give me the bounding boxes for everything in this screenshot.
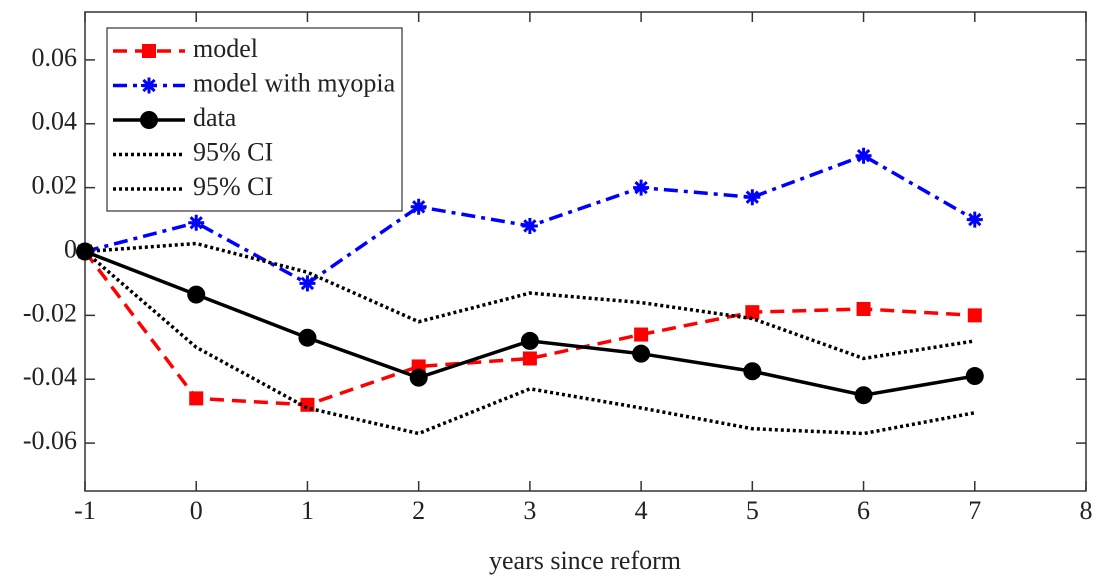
marker [966, 211, 983, 228]
x-tick-label: 6 [857, 496, 870, 525]
y-tick-label: 0 [64, 234, 77, 263]
x-tick-label: 0 [190, 496, 203, 525]
marker [855, 147, 872, 164]
series-line [84, 249, 976, 397]
x-tick-label: 7 [968, 496, 981, 525]
marker [745, 305, 760, 320]
marker [967, 308, 982, 323]
x-tick-label: 4 [635, 496, 648, 525]
marker [965, 367, 984, 386]
x-axis-label: years since reform [489, 546, 681, 575]
marker [140, 111, 158, 129]
marker [744, 189, 761, 206]
y-tick-label: 0.04 [32, 107, 78, 136]
marker [634, 327, 649, 342]
x-tick-label: 2 [412, 496, 425, 525]
x-tick-label: 8 [1080, 496, 1093, 525]
marker [743, 362, 762, 381]
legend-label: 95% CI [193, 137, 273, 166]
series-line [84, 241, 976, 361]
y-tick-label: 0.02 [32, 171, 78, 200]
marker [187, 285, 206, 304]
legend-label: model [193, 34, 258, 63]
marker [299, 275, 316, 292]
marker [854, 386, 873, 405]
marker [189, 391, 204, 406]
marker [632, 344, 651, 363]
legend-label: data [193, 103, 237, 132]
x-tick-label: 1 [301, 496, 314, 525]
marker [188, 214, 205, 231]
y-tick-label: -0.02 [23, 298, 77, 327]
marker [522, 351, 537, 366]
marker [633, 179, 650, 196]
marker [409, 368, 428, 387]
y-tick-label: -0.06 [23, 426, 77, 455]
legend-label: model with myopia [193, 68, 396, 97]
x-tick-label: -1 [74, 496, 96, 525]
x-tick-label: 3 [523, 496, 536, 525]
marker [521, 217, 538, 234]
marker [141, 77, 157, 94]
marker [410, 198, 427, 215]
legend: model model with myopia data 95% CI 95% CI [106, 27, 403, 212]
marker [142, 44, 156, 58]
y-tick-label: -0.04 [23, 362, 77, 391]
x-tick-label: 5 [746, 496, 759, 525]
marker [856, 301, 871, 316]
marker [298, 328, 317, 347]
legend-label: 95% CI [193, 172, 273, 201]
y-tick-label: 0.06 [32, 43, 78, 72]
series-line [83, 250, 975, 407]
marker [520, 331, 539, 350]
